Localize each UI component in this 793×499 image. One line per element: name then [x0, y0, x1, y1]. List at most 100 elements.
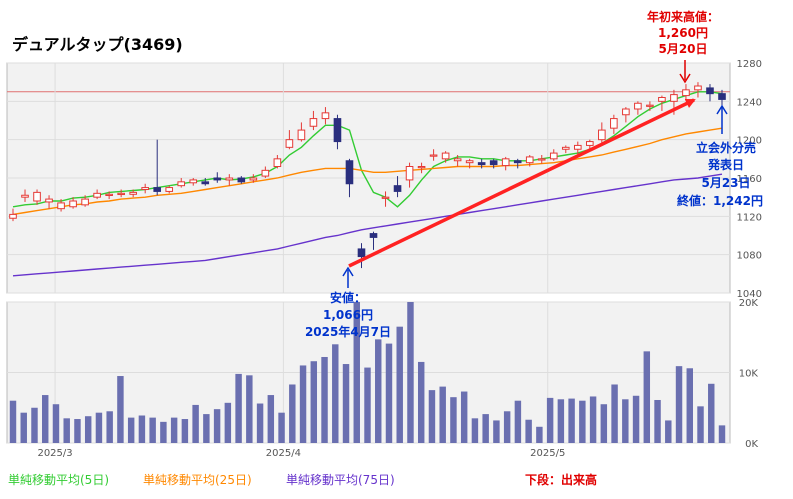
offering-date: 5月23日	[701, 176, 750, 190]
volume-bar	[74, 419, 81, 443]
candle-body	[706, 87, 714, 95]
candle-body	[261, 169, 270, 177]
candle	[81, 195, 89, 207]
legend-ma25: 単純移動平均(25日)	[143, 473, 252, 487]
candle	[189, 178, 198, 186]
candle	[105, 191, 113, 200]
candle-body	[57, 202, 65, 210]
ytd-high-arrow-head	[679, 73, 691, 84]
candle	[285, 130, 294, 150]
offering-arrow-head	[716, 104, 728, 115]
low-arrow-head	[342, 266, 354, 277]
legend: 単純移動平均(5日) 単純移動平均(25日) 単純移動平均(75日) 下段：出来…	[8, 472, 597, 487]
candle-body	[634, 102, 642, 110]
candle	[694, 82, 702, 98]
price-y-tick: 1160	[737, 174, 762, 185]
candle-body	[237, 177, 246, 183]
candle	[393, 176, 402, 198]
candle	[465, 158, 474, 169]
volume-bar	[686, 368, 693, 443]
volume-bar	[718, 425, 726, 443]
candle	[658, 95, 666, 111]
candle-body	[598, 129, 606, 141]
candle	[525, 155, 534, 167]
candle	[117, 189, 125, 198]
candle	[129, 189, 137, 198]
ytd-high-date: 5月20日	[658, 42, 707, 56]
candle-body	[141, 187, 149, 190]
volume-bar	[106, 411, 113, 443]
candle	[201, 178, 210, 186]
candlesticks	[9, 82, 726, 269]
candle-body	[357, 248, 366, 258]
candle	[213, 172, 222, 183]
volume-bar	[246, 375, 253, 443]
candle	[333, 114, 342, 150]
candle	[586, 139, 594, 150]
candle-body	[622, 108, 630, 116]
candle	[45, 195, 53, 209]
volume-bar	[375, 339, 382, 443]
candle	[429, 149, 438, 161]
candle-body	[429, 154, 438, 157]
candle	[706, 84, 714, 102]
volume-bar	[138, 415, 146, 443]
volume-bar	[278, 412, 285, 443]
volume-y-tick: 20K	[739, 298, 759, 309]
chart-title: デュアルタップ(3469)	[12, 35, 183, 54]
candle	[610, 114, 618, 134]
price-y-axis: 1280 1240 1200 1160 1120 1080 1040	[737, 59, 762, 300]
candle-body	[297, 129, 306, 141]
low-date: 2025年4月7日	[305, 324, 391, 339]
candle	[405, 162, 414, 188]
candle	[345, 158, 354, 198]
candle-body	[45, 198, 53, 203]
volume-bar	[321, 356, 328, 443]
candle-body	[345, 160, 354, 185]
volume-y-tick: 10K	[739, 369, 759, 380]
candle-body	[646, 104, 654, 107]
candle	[33, 189, 41, 205]
candle-body	[381, 196, 390, 199]
candle	[225, 174, 234, 186]
candle	[513, 158, 522, 169]
candle-body	[513, 160, 522, 164]
candle-body	[81, 198, 89, 206]
candle	[261, 166, 270, 178]
volume-bar	[364, 367, 371, 443]
volume-bar	[31, 407, 38, 443]
candle	[141, 183, 149, 194]
volume-y-tick: 0K	[745, 439, 758, 450]
volume-bar	[600, 404, 608, 443]
footer-note: 下段：出来高	[525, 472, 597, 487]
candle-body	[213, 177, 222, 181]
candle-body	[561, 146, 570, 150]
candle	[646, 101, 654, 111]
candle-body	[670, 94, 678, 102]
candle	[598, 122, 606, 144]
volume-bar	[525, 419, 532, 443]
candle-body	[417, 166, 426, 169]
volume-bar	[417, 361, 425, 443]
candle-body	[525, 156, 534, 164]
volume-bar	[267, 395, 275, 443]
trend-arrow	[348, 98, 696, 268]
candle	[453, 155, 462, 167]
legend-ma5: 単純移動平均(5日)	[8, 473, 109, 487]
volume-bar	[643, 351, 651, 443]
candle	[634, 101, 642, 115]
candle	[441, 151, 450, 163]
volume-bar	[546, 397, 554, 443]
candle	[249, 174, 258, 183]
volume-bar	[160, 421, 167, 443]
candle-body	[225, 177, 234, 181]
volume-bar	[42, 395, 49, 443]
low-label: 安値：	[330, 290, 366, 305]
volume-bar	[471, 418, 479, 443]
moving-average-line	[12, 173, 723, 277]
candle-body	[321, 112, 330, 120]
candle-body	[718, 93, 726, 100]
volume-bar	[224, 402, 232, 443]
price-y-tick: 1240	[737, 97, 762, 108]
volume-bar	[439, 386, 446, 443]
